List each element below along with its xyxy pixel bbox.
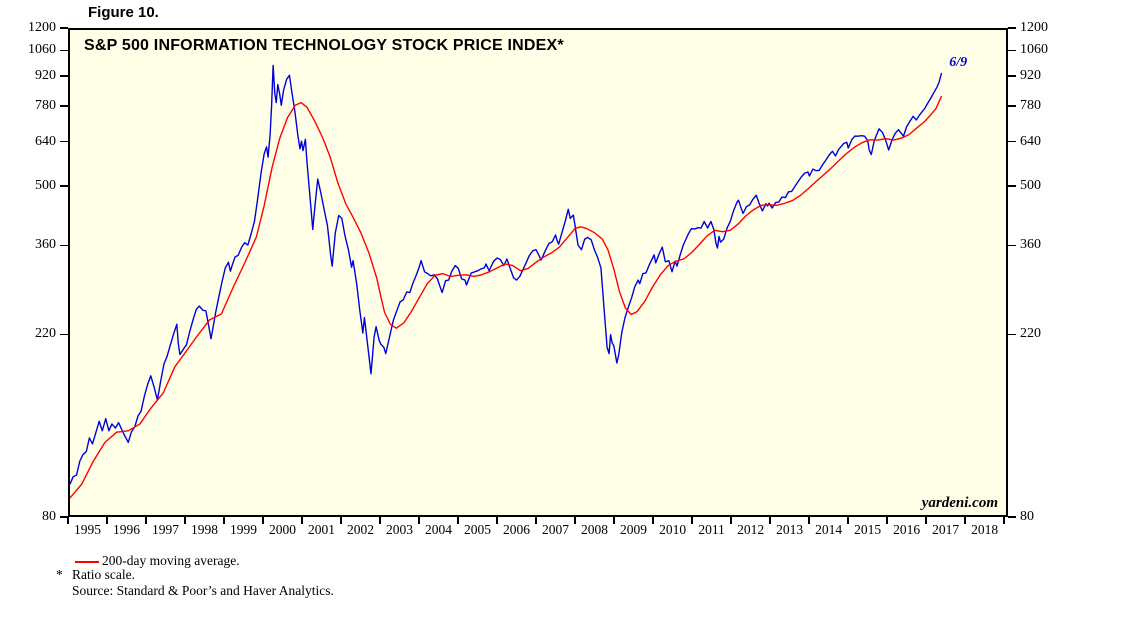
y-axis-label-left: 360 [35, 237, 56, 253]
x-axis-year-label: 2006 [503, 522, 531, 537]
x-axis-year-label: 2008 [581, 522, 609, 537]
y-axis-label-right: 500 [1020, 178, 1041, 194]
x-axis-year-label: 1996 [113, 522, 140, 537]
x-axis-tick [145, 517, 147, 524]
x-axis-year-label: 2015 [854, 522, 882, 537]
x-axis-tick [925, 517, 927, 524]
x-axis-tick [106, 517, 108, 524]
x-axis-tick [652, 517, 654, 524]
y-axis-tick-left [60, 140, 68, 143]
y-axis-label-right: 780 [1020, 97, 1041, 113]
x-axis-year-label: 2007 [542, 522, 570, 537]
x-axis-year-label: 2012 [737, 522, 765, 537]
ma-legend-line [75, 561, 99, 563]
x-axis-tick [418, 517, 420, 524]
ma-legend-label: 200-day moving average. [102, 553, 240, 568]
x-axis-tick [379, 517, 381, 524]
x-axis-tick [847, 517, 849, 524]
y-axis-tick-left [60, 244, 68, 247]
x-axis-tick [457, 517, 459, 524]
x-axis-tick [730, 517, 732, 524]
x-axis-tick [184, 517, 186, 524]
footnote-ratio-scale: Ratio scale. [72, 567, 135, 582]
y-axis-tick-left [60, 75, 68, 77]
y-axis-tick-right [1008, 333, 1016, 336]
x-axis-year-label: 2009 [620, 522, 648, 537]
x-axis-tick [67, 517, 69, 524]
x-axis-tick [964, 517, 966, 524]
y-axis-tick-right [1008, 516, 1016, 518]
latest-date-annotation: 6/9 [949, 55, 968, 71]
y-axis-tick-right [1008, 185, 1016, 187]
y-axis-label-left: 1060 [28, 42, 56, 58]
x-axis-year-label: 1999 [230, 522, 258, 537]
y-axis-tick-left [60, 516, 68, 518]
y-axis-tick-left [60, 333, 68, 336]
x-axis-year-label: 2000 [269, 522, 297, 537]
y-axis-tick-right [1008, 244, 1016, 247]
x-axis-year-label: 2013 [776, 522, 804, 537]
x-axis-year-label: 2011 [698, 522, 725, 537]
x-axis-tick [340, 517, 342, 524]
footnote-asterisk: * [56, 567, 63, 582]
y-axis-tick-left [60, 105, 68, 107]
x-axis-tick [496, 517, 498, 524]
x-axis-year-label: 2002 [347, 522, 375, 537]
x-axis-year-label: 1995 [74, 522, 101, 537]
watermark: yardeni.com [921, 495, 998, 511]
plot-area: S&P 500 INFORMATION TECHNOLOGY STOCK PRI… [68, 28, 1008, 517]
y-axis-label-right: 360 [1020, 237, 1041, 253]
x-axis-year-label: 2016 [893, 522, 921, 537]
x-axis-year-label: 2001 [308, 522, 336, 537]
x-axis-year-label: 2005 [464, 522, 492, 537]
y-axis-label-right: 920 [1020, 67, 1041, 83]
y-axis-label-left: 640 [35, 133, 56, 149]
x-axis-tick [886, 517, 888, 524]
price-line [70, 64, 943, 485]
y-axis-tick-right [1008, 140, 1016, 143]
x-axis-tick [223, 517, 225, 524]
price-chart-svg [70, 64, 943, 499]
x-axis-year-label: 2010 [659, 522, 687, 537]
y-axis-label-right: 220 [1020, 326, 1041, 342]
x-axis-year-label: 2003 [386, 522, 414, 537]
y-axis-tick-left [60, 49, 68, 52]
x-axis-tick [808, 517, 810, 524]
x-axis-year-label: 1997 [152, 522, 179, 537]
x-axis-year-label: 2017 [932, 522, 960, 537]
y-axis-tick-right [1008, 27, 1016, 29]
y-axis-tick-right [1008, 105, 1016, 107]
x-axis-tick [691, 517, 693, 524]
x-axis-year-label: 2014 [815, 522, 843, 537]
x-axis-tick [769, 517, 771, 524]
y-axis-label-right: 640 [1020, 133, 1041, 149]
x-axis-year-label: 2018 [971, 522, 999, 537]
x-axis-year-label: 2004 [425, 522, 453, 537]
x-axis-year-label: 1998 [191, 522, 218, 537]
y-axis-label-left: 780 [35, 97, 56, 113]
x-axis-tick [574, 517, 576, 524]
y-axis-tick-left [60, 27, 68, 29]
y-axis-tick-left [60, 185, 68, 187]
x-axis-tick [535, 517, 537, 524]
y-axis-label-left: 80 [42, 509, 56, 524]
moving-average-line [70, 95, 943, 499]
y-axis-label-left: 220 [35, 326, 56, 342]
figure-label: Figure 10. [88, 4, 159, 21]
x-axis-tick [262, 517, 264, 524]
x-axis-tick [1003, 517, 1005, 524]
chart-title: S&P 500 INFORMATION TECHNOLOGY STOCK PRI… [84, 37, 564, 54]
y-axis-label-left: 920 [35, 67, 56, 83]
x-axis-tick [301, 517, 303, 524]
y-axis-label-left: 1200 [28, 20, 56, 35]
footnote-source: Source: Standard & Poor’s and Haver Anal… [72, 583, 334, 598]
y-axis-tick-right [1008, 49, 1016, 52]
y-axis-tick-right [1008, 75, 1016, 77]
y-axis-label-right: 1200 [1020, 20, 1048, 35]
y-axis-label-right: 1060 [1020, 42, 1048, 58]
x-axis-tick [613, 517, 615, 524]
y-axis-label-left: 500 [35, 178, 56, 194]
y-axis-label-right: 80 [1020, 509, 1034, 524]
